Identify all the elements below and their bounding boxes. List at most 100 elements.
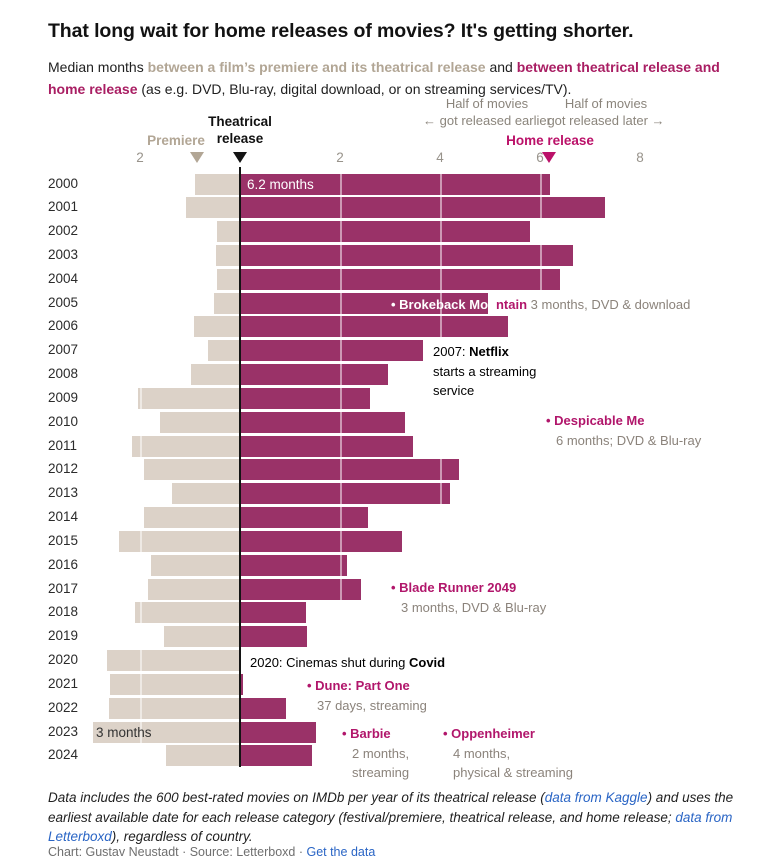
premiere-bar bbox=[135, 602, 240, 623]
premiere-bar bbox=[165, 745, 240, 766]
home-axis-label: Home release bbox=[506, 133, 594, 148]
home-release-bar bbox=[240, 555, 347, 576]
netflix-line3: service bbox=[433, 383, 475, 398]
year-label: 2007 bbox=[48, 342, 79, 357]
barbie-name: • Barbie bbox=[342, 726, 391, 741]
barbie-detail-1: 2 months, bbox=[352, 745, 410, 761]
blade-runner-name: • Blade Runner 2049 bbox=[391, 580, 517, 595]
netflix-line1-prefix: 2007: bbox=[433, 344, 470, 359]
year-label: 2003 bbox=[48, 247, 79, 262]
dune-name: • Dune: Part One bbox=[307, 678, 410, 693]
gridline bbox=[540, 167, 542, 767]
home-release-bar bbox=[240, 364, 388, 385]
dune-detail: 37 days, streaming bbox=[317, 697, 427, 713]
half-later-note: Half of movies got released later → bbox=[496, 96, 716, 129]
annotation-barbie: • Barbie 2 months, streaming bbox=[342, 724, 409, 783]
annotation-blade-runner: • Blade Runner 2049 3 months, DVD & Blu-… bbox=[391, 578, 546, 617]
despicable-name: • Despicable Me bbox=[546, 413, 645, 428]
notes-part3: ), regardless of country. bbox=[111, 829, 253, 844]
half-later-line1: Half of movies bbox=[564, 96, 648, 111]
axis-zero-line bbox=[239, 167, 241, 767]
premiere-bar bbox=[217, 221, 240, 242]
link-letterboxd[interactable]: data from Letterboxd bbox=[48, 809, 733, 845]
oppenheimer-name: • Oppenheimer bbox=[443, 726, 535, 741]
chart-subtitle: Median months between a film’s premiere … bbox=[48, 57, 740, 100]
bar-value-label-2023: 3 months bbox=[96, 725, 152, 740]
year-label: 2016 bbox=[48, 557, 79, 572]
year-label: 2023 bbox=[48, 724, 79, 739]
home-release-bar bbox=[240, 602, 306, 623]
year-label: 2001 bbox=[48, 199, 79, 214]
covid-bold: Covid bbox=[408, 655, 446, 670]
home-release-bar bbox=[240, 698, 286, 719]
premiere-bar bbox=[186, 197, 240, 218]
credit-line: Chart: Gustav Neustadt · Source: Letterb… bbox=[48, 845, 375, 859]
netflix-line2: starts a streaming bbox=[433, 363, 537, 379]
premiere-marker-triangle-icon bbox=[190, 152, 204, 163]
gridline bbox=[340, 167, 342, 767]
premiere-bar bbox=[143, 459, 240, 480]
premiere-bar bbox=[214, 293, 240, 314]
premiere-bar bbox=[108, 698, 240, 719]
year-label: 2014 bbox=[48, 509, 79, 524]
link-get-the-data[interactable]: Get the data bbox=[306, 845, 376, 859]
premiere-bar bbox=[159, 412, 240, 433]
home-release-bar bbox=[240, 269, 560, 290]
year-label: 2020 bbox=[48, 652, 79, 667]
year-label: 2019 bbox=[48, 628, 79, 643]
netflix-line1: 2007: Netflix bbox=[433, 342, 536, 362]
home-release-bar bbox=[240, 340, 423, 361]
home-release-bar bbox=[240, 507, 368, 528]
year-label: 2012 bbox=[48, 461, 79, 476]
premiere-bar bbox=[107, 650, 240, 671]
home-release-bar bbox=[240, 388, 370, 409]
home-release-bar bbox=[240, 412, 405, 433]
year-label: 2002 bbox=[48, 223, 79, 238]
link-kaggle[interactable]: data from Kaggle bbox=[544, 790, 648, 805]
premiere-bar bbox=[216, 245, 240, 266]
premiere-axis-label: Premiere bbox=[147, 133, 205, 148]
footer-notes: Data includes the 600 best-rated movies … bbox=[48, 788, 752, 847]
subtitle-suffix: (as e.g. DVD, Blu-ray, digital download,… bbox=[137, 80, 572, 97]
gridline bbox=[640, 167, 642, 767]
home-release-bar bbox=[240, 174, 550, 195]
year-label: 2015 bbox=[48, 533, 79, 548]
half-earlier-line1: Half of movies bbox=[445, 96, 529, 111]
year-label: 2010 bbox=[48, 414, 79, 429]
year-label: 2008 bbox=[48, 366, 79, 381]
gridline bbox=[440, 167, 442, 767]
year-label: 2004 bbox=[48, 271, 79, 286]
annotation-netflix: 2007: Netflix starts a streaming service bbox=[433, 342, 536, 401]
premiere-bar bbox=[191, 364, 240, 385]
home-release-bar bbox=[240, 626, 307, 647]
subtitle-middle: and bbox=[485, 59, 517, 75]
brokeback-name-rest: ntain bbox=[495, 297, 528, 312]
blade-runner-detail: 3 months, DVD & Blu-ray bbox=[401, 599, 547, 615]
premiere-bar bbox=[131, 436, 240, 457]
home-release-bar bbox=[240, 579, 361, 600]
netflix-line1-bold: Netflix bbox=[469, 344, 509, 359]
premiere-bar bbox=[143, 507, 240, 528]
oppenheimer-detail-1: 4 months, bbox=[453, 745, 511, 761]
axis-tick-left-2: 2 bbox=[136, 150, 144, 165]
home-release-bar bbox=[240, 245, 573, 266]
axis-tick-8: 8 bbox=[636, 150, 644, 165]
premiere-bar bbox=[208, 340, 240, 361]
premiere-bar bbox=[147, 579, 240, 600]
theatrical-axis-label: Theatrical release bbox=[208, 114, 272, 146]
oppenheimer-detail-2: physical & streaming bbox=[453, 765, 573, 780]
annotation-oppenheimer: • Oppenheimer 4 months, physical & strea… bbox=[443, 724, 573, 783]
home-release-bar bbox=[240, 197, 605, 218]
premiere-bar bbox=[217, 269, 240, 290]
year-label: 2018 bbox=[48, 604, 79, 619]
home-release-bar bbox=[240, 674, 243, 695]
year-label: 2017 bbox=[48, 581, 79, 596]
year-label: 2009 bbox=[48, 390, 79, 405]
annotation-dune: • Dune: Part One 37 days, streaming bbox=[307, 676, 427, 715]
premiere-bar bbox=[92, 722, 240, 743]
year-label: 2013 bbox=[48, 485, 79, 500]
year-label: 2011 bbox=[48, 438, 78, 453]
premiere-bar bbox=[194, 316, 240, 337]
home-release-bar bbox=[240, 221, 530, 242]
